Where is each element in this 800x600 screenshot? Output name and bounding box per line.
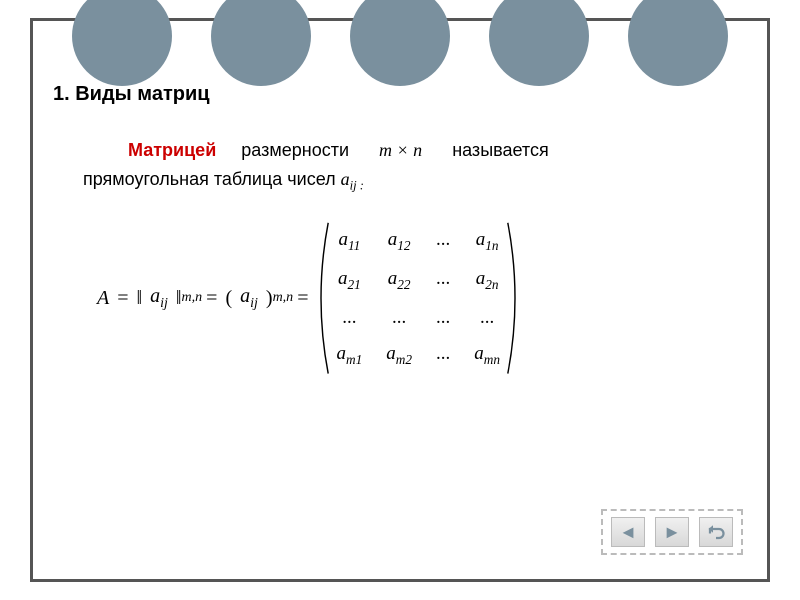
matrix-grid: a11 a12... a1n a21 a22... a2n............ am1 a… [330, 221, 506, 375]
decor-circle [350, 0, 450, 86]
definition-text: Матрицей размерности m × n называется пр… [83, 136, 733, 196]
eq-a-ij: aij [150, 285, 168, 312]
matrix-word: Матрицей [128, 140, 216, 160]
matrix-cell: a2n [474, 268, 500, 293]
decor-circle [489, 0, 589, 86]
section-title: 1. Виды матриц [53, 83, 210, 106]
matrix-cell: am2 [386, 343, 412, 368]
matrix-cell: ... [474, 307, 500, 329]
matrix-cell: ... [386, 307, 412, 329]
decor-circles [33, 0, 767, 96]
nav-panel: ◄ ► [601, 509, 743, 555]
matrix-equation: A = ‖ aij ‖ m,n = ( aij ) m,n = a11a12..… [93, 221, 524, 375]
eq-equals: = [117, 287, 128, 310]
matrix-cell: ... [436, 229, 450, 254]
eq-a-ij-2: aij [240, 285, 258, 312]
a-ij-symbol: aij : [341, 169, 364, 189]
rect-table-text: прямоугольная таблица чисел [83, 169, 336, 189]
matrix-display: a11 a12... a1n a21 a22... a2n............ am1 a… [312, 221, 524, 375]
decor-circle [628, 0, 728, 86]
norm-open: ‖ [137, 287, 143, 310]
paren-mn: m,n [273, 290, 294, 306]
eq-equals-3: = [297, 287, 308, 310]
matrix-cell: a21 [336, 268, 362, 293]
big-paren-left [312, 221, 330, 375]
matrix-cell: ... [436, 268, 450, 293]
decor-circle [72, 0, 172, 86]
mxn-symbol: m × n [379, 140, 422, 160]
matrix-cell: ... [436, 343, 450, 368]
matrix-cell: a22 [386, 268, 412, 293]
eq-A: A [97, 287, 109, 310]
matrix-cell: amn [474, 343, 500, 368]
paren-close: ) [266, 287, 273, 310]
return-button[interactable] [699, 517, 733, 547]
matrix-cell: ... [436, 307, 450, 329]
slide-frame: 1. Виды матриц Матрицей размерности m × … [30, 18, 770, 582]
matrix-cell: a11 [336, 229, 362, 254]
dimension-word: размерности [241, 140, 349, 160]
prev-icon: ◄ [619, 522, 637, 543]
norm-mn: m,n [182, 290, 203, 306]
paren-open: ( [225, 287, 232, 310]
called-word: называется [452, 140, 549, 160]
return-icon [707, 523, 725, 541]
next-icon: ► [663, 522, 681, 543]
eq-equals-2: = [206, 287, 217, 310]
decor-circle [211, 0, 311, 86]
matrix-cell: a1n [474, 229, 500, 254]
matrix-cell: am1 [336, 343, 362, 368]
matrix-cell: a12 [386, 229, 412, 254]
next-button[interactable]: ► [655, 517, 689, 547]
big-paren-right [506, 221, 524, 375]
prev-button[interactable]: ◄ [611, 517, 645, 547]
matrix-cell: ... [336, 307, 362, 329]
